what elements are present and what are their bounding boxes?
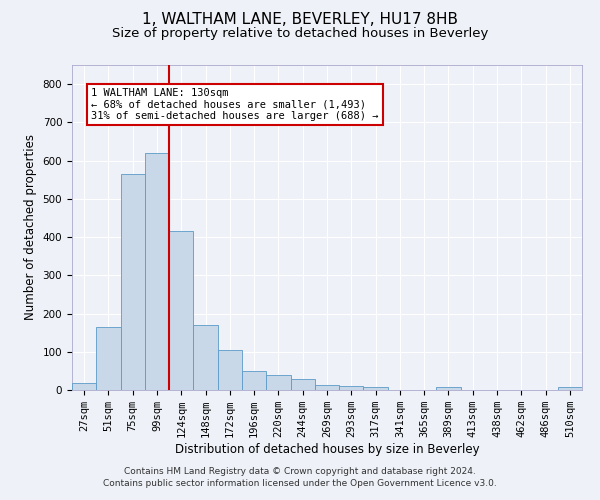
Bar [218,350,242,390]
Bar [96,327,121,390]
X-axis label: Distribution of detached houses by size in Beverley: Distribution of detached houses by size … [175,443,479,456]
Bar [436,388,461,390]
Bar [242,371,266,390]
Bar [266,376,290,390]
Text: 1, WALTHAM LANE, BEVERLEY, HU17 8HB: 1, WALTHAM LANE, BEVERLEY, HU17 8HB [142,12,458,28]
Bar [121,174,145,390]
Bar [169,232,193,390]
Bar [290,378,315,390]
Bar [193,325,218,390]
Bar [364,387,388,390]
Bar [558,388,582,390]
Text: Contains HM Land Registry data © Crown copyright and database right 2024.
Contai: Contains HM Land Registry data © Crown c… [103,466,497,487]
Bar [315,384,339,390]
Bar [72,383,96,390]
Text: Size of property relative to detached houses in Beverley: Size of property relative to detached ho… [112,28,488,40]
Text: 1 WALTHAM LANE: 130sqm
← 68% of detached houses are smaller (1,493)
31% of semi-: 1 WALTHAM LANE: 130sqm ← 68% of detached… [91,88,379,121]
Bar [339,386,364,390]
Y-axis label: Number of detached properties: Number of detached properties [24,134,37,320]
Bar [145,153,169,390]
